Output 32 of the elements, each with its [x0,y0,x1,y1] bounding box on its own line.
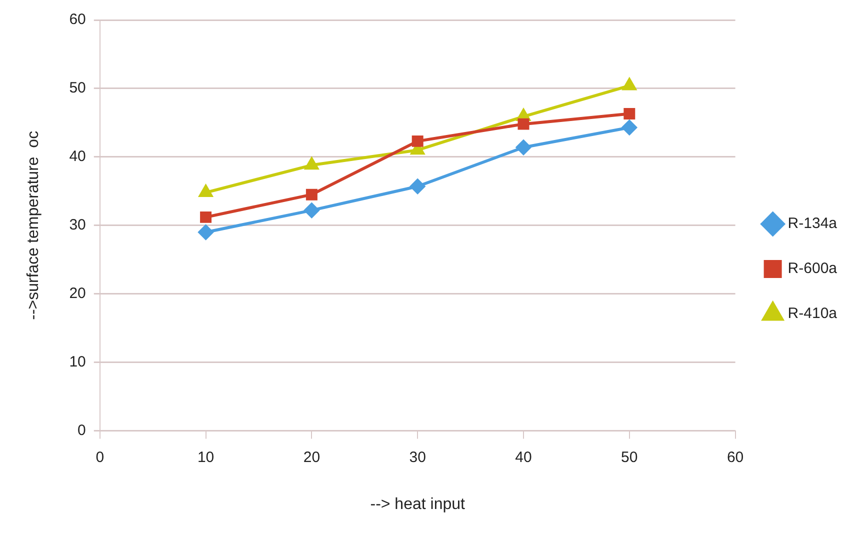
legend-label: R-410a [788,305,838,322]
point [304,158,318,170]
point [306,188,318,200]
x-tick-label: 40 [515,448,532,466]
point [518,118,530,130]
legend-label: R-134a [788,215,838,232]
x-axis-title: --> heat input [370,496,466,513]
point [516,140,531,155]
legend-label: R-600a [788,260,838,278]
y-tick-label: 50 [69,80,86,97]
y-tick-label: 40 [69,148,86,166]
point [198,224,214,240]
point [412,135,424,147]
point [200,211,212,223]
point [624,108,636,120]
y-axis-title: -->surface temperature oc [25,130,42,320]
y-tick-label: 60 [69,11,86,28]
x-tick-label: 20 [303,448,320,466]
point [410,178,426,194]
x-tick-label: 30 [409,448,426,466]
point [622,120,637,135]
point [622,78,636,90]
y-tick-label: 10 [69,353,86,370]
x-tick-label: 60 [726,448,744,466]
y-tick-label: 30 [69,216,86,234]
point [304,202,320,218]
x-tick-label: 50 [621,448,638,466]
x-tick-label: 0 [96,448,104,466]
y-tick-label: 0 [78,422,86,439]
point [199,185,212,198]
x-tick-label: 10 [197,448,214,466]
y-tick-label: 20 [69,285,86,302]
